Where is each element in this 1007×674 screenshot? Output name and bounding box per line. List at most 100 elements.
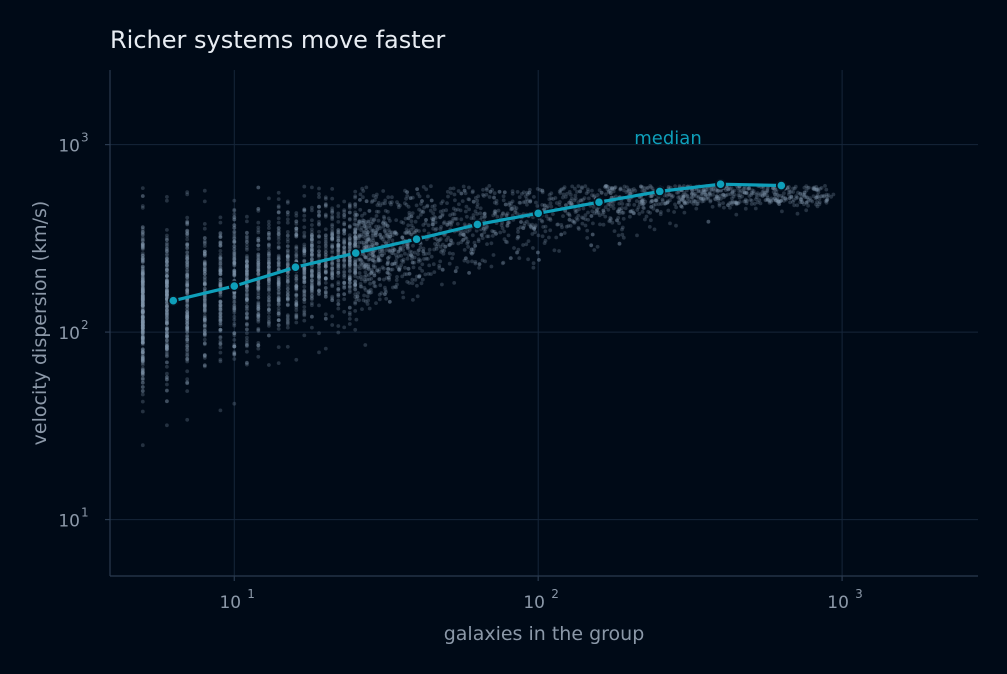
scatter-point bbox=[218, 335, 223, 340]
scatter-point bbox=[202, 244, 207, 249]
scatter-point bbox=[140, 277, 145, 281]
scatter-point bbox=[202, 275, 207, 280]
scatter-point bbox=[590, 209, 595, 214]
scatter-point bbox=[471, 216, 476, 221]
scatter-point bbox=[689, 196, 694, 200]
scatter-point bbox=[285, 274, 290, 278]
scatter-point bbox=[317, 253, 321, 257]
scatter-point bbox=[140, 253, 145, 258]
scatter-point bbox=[165, 292, 169, 297]
scatter-point bbox=[323, 294, 328, 299]
scatter-point bbox=[364, 239, 369, 244]
scatter-point bbox=[490, 234, 495, 238]
scatter-point bbox=[715, 195, 720, 199]
scatter-point bbox=[302, 247, 307, 252]
scatter-point bbox=[381, 189, 386, 193]
scatter-point bbox=[535, 187, 540, 191]
scatter-point bbox=[285, 263, 290, 267]
scatter-point bbox=[682, 191, 686, 195]
scatter-point bbox=[330, 276, 335, 281]
scatter-point bbox=[140, 323, 145, 327]
scatter-point bbox=[417, 229, 421, 233]
scatter-point bbox=[256, 281, 261, 286]
scatter-point bbox=[140, 320, 145, 325]
scatter-point bbox=[330, 233, 335, 237]
scatter-point bbox=[347, 306, 352, 310]
scatter-point bbox=[371, 263, 376, 268]
scatter-point bbox=[218, 339, 223, 343]
scatter-point bbox=[330, 284, 335, 289]
scatter-point bbox=[323, 292, 328, 297]
scatter-point bbox=[185, 242, 190, 247]
scatter-point bbox=[462, 258, 467, 263]
scatter-point bbox=[353, 300, 358, 305]
scatter-point bbox=[218, 303, 223, 308]
scatter-point bbox=[202, 259, 207, 264]
scatter-point bbox=[370, 253, 375, 258]
scatter-point bbox=[140, 285, 145, 290]
scatter-point bbox=[471, 250, 475, 255]
scatter-point bbox=[363, 279, 367, 284]
scatter-point bbox=[726, 203, 730, 208]
scatter-point bbox=[218, 311, 223, 316]
scatter-point bbox=[358, 198, 362, 202]
scatter-point bbox=[232, 239, 237, 244]
scatter-point bbox=[336, 288, 341, 293]
scatter-point bbox=[387, 236, 392, 241]
scatter-point bbox=[294, 287, 299, 291]
scatter-point bbox=[185, 275, 190, 280]
scatter-point bbox=[342, 222, 347, 227]
scatter-point bbox=[371, 238, 376, 243]
scatter-point bbox=[218, 299, 223, 304]
scatter-point bbox=[501, 198, 506, 203]
scatter-point bbox=[140, 443, 145, 448]
scatter-point bbox=[591, 205, 596, 209]
scatter-point bbox=[611, 202, 615, 207]
scatter-point bbox=[804, 188, 809, 193]
scatter-point bbox=[396, 249, 401, 254]
scatter-point bbox=[772, 192, 777, 197]
scatter-point bbox=[294, 232, 299, 237]
scatter-point bbox=[276, 237, 281, 242]
scatter-point bbox=[140, 308, 145, 313]
scatter-point bbox=[470, 251, 474, 256]
y-axis-label: velocity dispersion (km/s) bbox=[29, 201, 51, 446]
scatter-point bbox=[387, 299, 392, 304]
scatter-point bbox=[481, 227, 486, 231]
scatter-point bbox=[267, 283, 271, 288]
scatter-point bbox=[519, 220, 523, 224]
scatter-point bbox=[185, 333, 190, 338]
scatter-point bbox=[165, 274, 169, 279]
scatter-point bbox=[378, 232, 382, 237]
scatter-point bbox=[420, 262, 425, 267]
scatter-point bbox=[465, 214, 469, 219]
scatter-point bbox=[140, 337, 145, 342]
scatter-point bbox=[232, 240, 237, 245]
scatter-point bbox=[521, 200, 526, 205]
scatter-point bbox=[165, 270, 169, 275]
scatter-point bbox=[140, 293, 145, 297]
scatter-point bbox=[440, 248, 445, 253]
scatter-point bbox=[381, 266, 386, 271]
scatter-point bbox=[267, 281, 271, 285]
scatter-point bbox=[360, 234, 365, 239]
scatter-point bbox=[764, 198, 769, 202]
scatter-point bbox=[804, 200, 809, 205]
scatter-point bbox=[140, 279, 145, 283]
scatter-point bbox=[256, 328, 261, 333]
scatter-point bbox=[730, 200, 735, 205]
scatter-point bbox=[379, 291, 384, 295]
scatter-point bbox=[469, 216, 474, 221]
scatter-point bbox=[202, 304, 207, 308]
scatter-point bbox=[267, 236, 271, 241]
scatter-point bbox=[363, 220, 368, 225]
scatter-point bbox=[390, 230, 394, 235]
scatter-point bbox=[342, 259, 347, 263]
scatter-point bbox=[543, 229, 548, 234]
scatter-point bbox=[185, 322, 190, 326]
scatter-point bbox=[276, 216, 281, 221]
scatter-point bbox=[276, 244, 281, 249]
scatter-point bbox=[775, 193, 780, 197]
scatter-point bbox=[374, 241, 379, 246]
x-axis-label: galaxies in the group bbox=[444, 623, 645, 645]
